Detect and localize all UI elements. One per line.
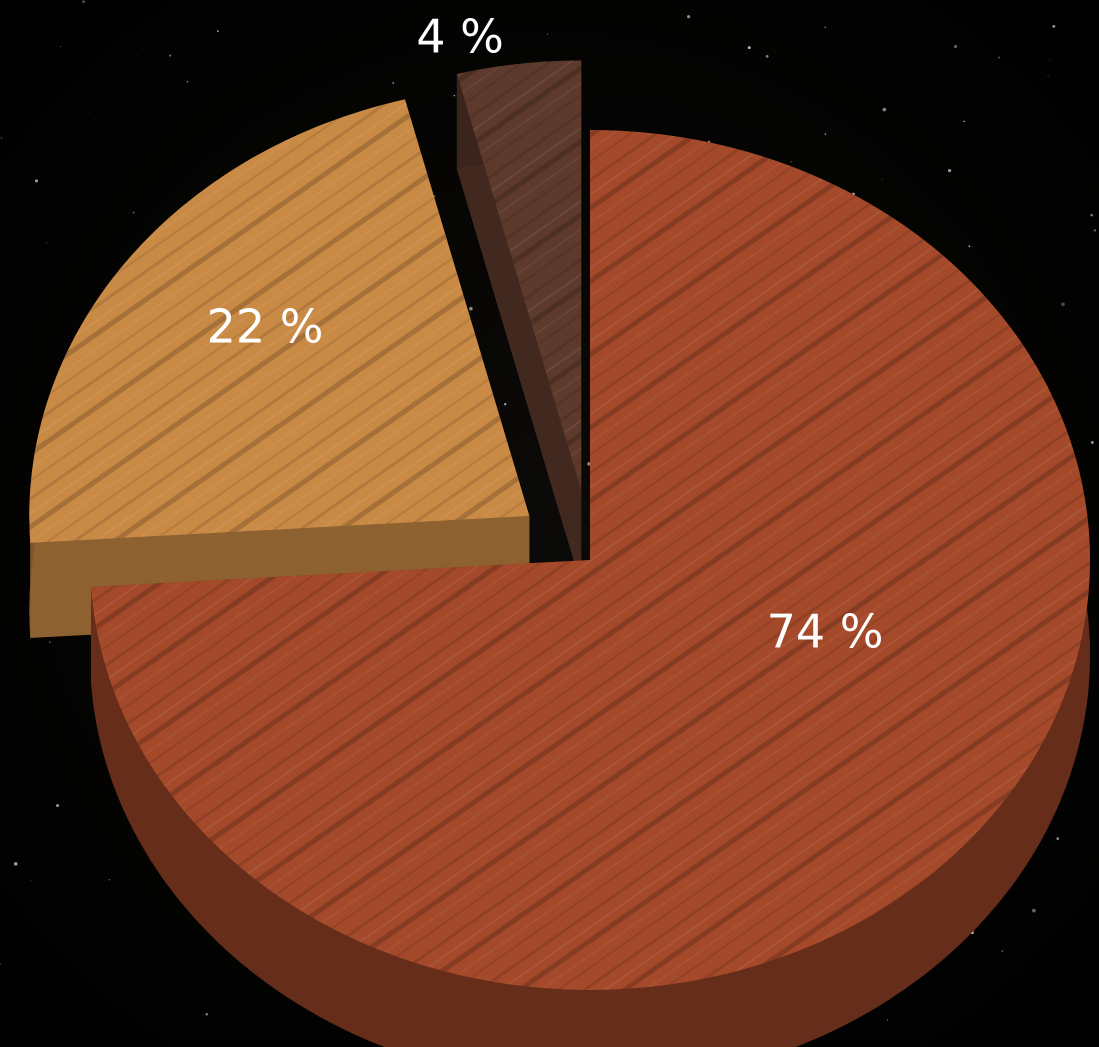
star — [1093, 229, 1097, 232]
star — [49, 641, 51, 643]
star — [169, 54, 172, 57]
star — [0, 137, 3, 139]
slice-grain — [29, 99, 530, 543]
star — [765, 55, 769, 58]
star — [87, 112, 89, 114]
star — [1090, 213, 1094, 217]
star — [963, 120, 966, 123]
value-label: 4 % — [416, 10, 504, 64]
star — [34, 179, 39, 183]
slice-grain — [456, 60, 582, 491]
star — [1001, 950, 1004, 952]
star — [887, 1019, 889, 1021]
star — [790, 161, 792, 163]
star — [1047, 75, 1049, 77]
star — [954, 44, 958, 49]
star — [46, 242, 48, 244]
value-label: 22 % — [207, 300, 324, 354]
star — [587, 462, 591, 466]
star — [30, 879, 32, 881]
value-label: 74 % — [767, 605, 884, 659]
star — [108, 879, 111, 881]
star — [747, 46, 751, 50]
slice-grain — [90, 130, 1090, 990]
star — [1048, 58, 1050, 60]
star — [547, 33, 548, 35]
star — [469, 306, 473, 311]
star — [82, 0, 85, 3]
star — [998, 56, 1000, 59]
star — [504, 403, 507, 406]
star — [56, 804, 59, 808]
star — [1052, 24, 1056, 28]
star — [132, 211, 135, 214]
star — [13, 862, 18, 866]
star — [1090, 441, 1094, 444]
slice-wall — [456, 74, 582, 586]
star — [1032, 908, 1036, 913]
star — [392, 82, 395, 84]
star — [947, 168, 952, 173]
star — [0, 963, 1, 965]
star — [881, 178, 883, 180]
star — [687, 15, 691, 19]
star — [216, 30, 219, 33]
star — [1061, 302, 1065, 307]
star — [882, 107, 887, 112]
star — [59, 46, 61, 47]
star — [824, 133, 827, 135]
star — [453, 94, 456, 97]
star — [968, 245, 971, 248]
star — [1056, 837, 1060, 840]
star — [186, 81, 189, 83]
pie: 4 % 22 % 74 % — [29, 10, 1090, 1047]
star — [824, 26, 826, 29]
star — [205, 1013, 208, 1016]
star — [137, 54, 139, 55]
